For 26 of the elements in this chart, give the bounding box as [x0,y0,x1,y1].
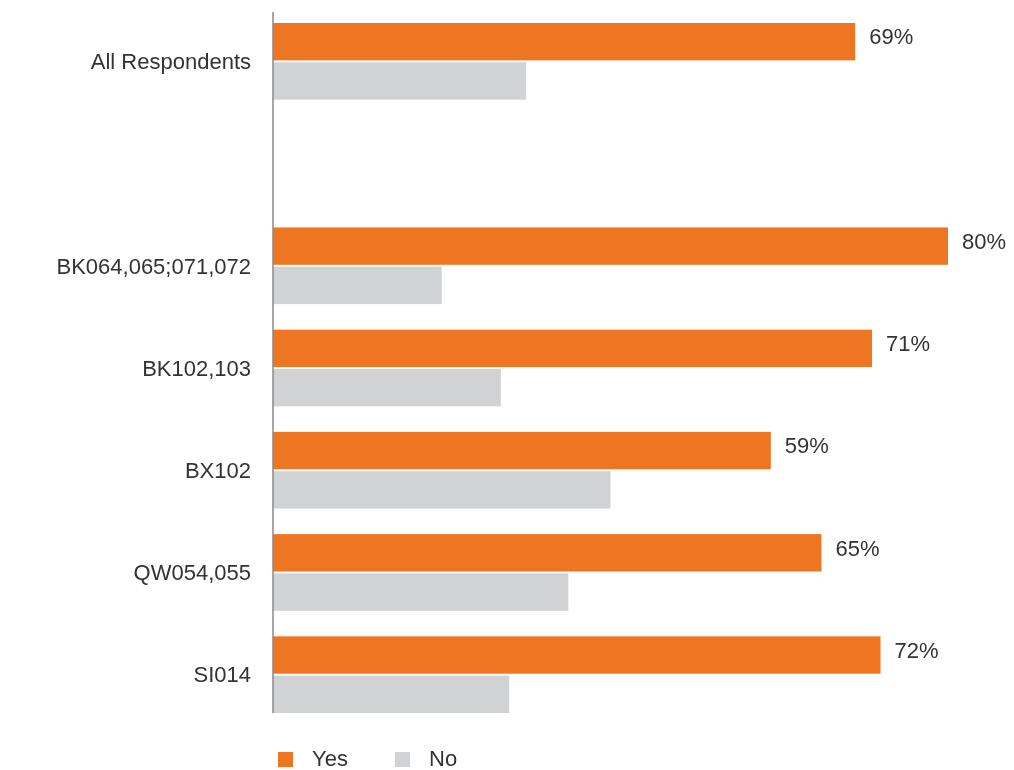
bar [273,636,881,674]
bar [273,23,856,61]
data-label: 71% [886,331,931,357]
data-label: 65% [835,535,880,561]
bar [273,675,510,713]
bar [273,266,442,305]
y-tick-label: SI014 [193,662,251,688]
bar [273,573,569,611]
data-label: 59% [784,433,829,459]
y-tick-label: BK102,103 [142,355,251,381]
bar [273,471,611,509]
y-tick-label: All Respondents [90,49,251,75]
data-label: 69% [869,24,914,50]
bar [273,368,501,407]
legend-label: No [429,745,458,770]
y-tick-label: BK064,065;071,072 [56,253,251,279]
bar [273,431,771,470]
bar [273,329,873,368]
bar [273,62,527,100]
bar [273,227,948,265]
y-tick-label: QW054,055 [133,560,251,586]
legend-label: Yes [312,745,348,770]
bar [273,534,822,572]
data-label: 80% [962,228,1007,254]
y-tick-label: BX102 [184,458,251,484]
data-label: 72% [894,637,939,663]
